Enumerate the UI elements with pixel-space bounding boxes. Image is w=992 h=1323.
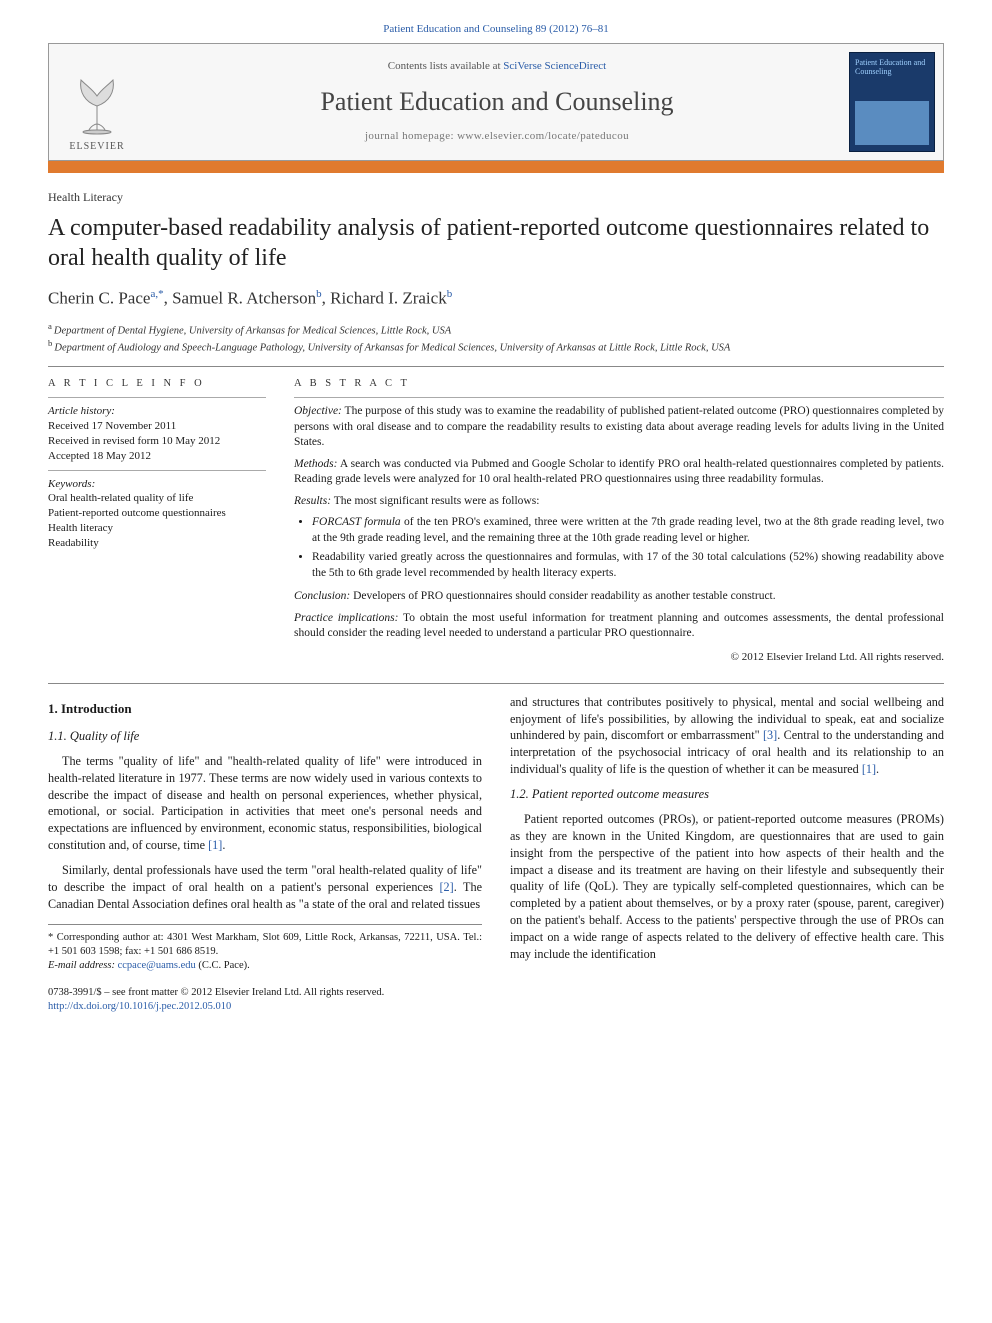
heading-quality-of-life: 1.1. Quality of life	[48, 728, 482, 745]
journal-homepage: journal homepage: www.elsevier.com/locat…	[365, 129, 629, 144]
contents-prefix: Contents lists available at	[388, 60, 503, 72]
abstract-bullet-2: Readability varied greatly across the qu…	[312, 550, 944, 581]
rule-mid	[48, 683, 944, 684]
intro-para-3: and structures that contributes positive…	[510, 694, 944, 778]
p1-text: The terms "quality of life" and "health-…	[48, 754, 482, 852]
corr-label: * Corresponding author at:	[48, 932, 167, 943]
p3c: .	[876, 762, 879, 776]
front-matter-line: 0738-3991/$ – see front matter © 2012 El…	[48, 986, 944, 1000]
abstract-results-intro: Results: The most significant results we…	[294, 494, 944, 510]
history-lines: Received 17 November 2011 Received in re…	[48, 419, 266, 464]
rule-top	[48, 366, 944, 367]
abstract-objective: Objective: The purpose of this study was…	[294, 404, 944, 451]
corresponding-line: * Corresponding author at: 4301 West Mar…	[48, 931, 482, 958]
article-title: A computer-based readability analysis of…	[48, 213, 944, 273]
conclusion-text: Developers of PRO questionnaires should …	[350, 590, 775, 602]
keywords-list: Oral health-related quality of life Pati…	[48, 491, 266, 550]
article-info-column: A R T I C L E I N F O Article history: R…	[48, 377, 266, 665]
intro-para-2: Similarly, dental professionals have use…	[48, 862, 482, 912]
objective-label: Objective:	[294, 405, 342, 417]
email-label: E-mail address:	[48, 960, 118, 971]
keyword-4: Readability	[48, 536, 266, 551]
accent-bar	[48, 161, 944, 173]
results-intro-text: The most significant results were as fol…	[331, 495, 539, 507]
abstract-column: A B S T R A C T Objective: The purpose o…	[294, 377, 944, 665]
affiliation-b: bDepartment of Audiology and Speech-Lang…	[48, 338, 944, 356]
contents-available-line: Contents lists available at SciVerse Sci…	[388, 59, 606, 74]
publisher-logo-block: ELSEVIER	[49, 44, 145, 160]
practice-label: Practice implications:	[294, 612, 398, 624]
results-label: Results:	[294, 495, 331, 507]
running-citation: Patient Education and Counseling 89 (201…	[48, 22, 944, 37]
abstract-rule	[294, 397, 944, 398]
ref-link-2[interactable]: [2]	[440, 880, 454, 894]
info-rule-1	[48, 397, 266, 398]
affil-text-b: Department of Audiology and Speech-Langu…	[54, 343, 730, 354]
history-accepted: Accepted 18 May 2012	[48, 449, 266, 464]
info-abstract-row: A R T I C L E I N F O Article history: R…	[48, 377, 944, 665]
keyword-2: Patient-reported outcome questionnaires	[48, 506, 266, 521]
author-2: , Samuel R. Atcherson	[164, 289, 317, 308]
elsevier-tree-icon	[63, 70, 131, 138]
article-body: 1. Introduction 1.1. Quality of life The…	[48, 694, 944, 973]
journal-title: Patient Education and Counseling	[320, 84, 673, 119]
history-label: Article history:	[48, 404, 266, 419]
abstract-methods: Methods: A search was conducted via Pubm…	[294, 457, 944, 488]
p2a: Similarly, dental professionals have use…	[48, 863, 482, 894]
ref-link-3[interactable]: [3]	[763, 728, 777, 742]
affil-sup-b: b	[48, 338, 52, 348]
abstract-practice: Practice implications: To obtain the mos…	[294, 611, 944, 642]
author-3: , Richard I. Zraick	[322, 289, 447, 308]
journal-cover-thumbnail: Patient Education and Counseling	[849, 52, 935, 152]
corresponding-footnote: * Corresponding author at: 4301 West Mar…	[48, 924, 482, 972]
info-rule-2	[48, 470, 266, 471]
ref-link-1b[interactable]: [1]	[862, 762, 876, 776]
article-section-tag: Health Literacy	[48, 189, 944, 205]
abstract-bullets: FORCAST formula of the ten PRO's examine…	[312, 515, 944, 581]
author-3-affil-sup: b	[447, 288, 453, 300]
author-1-affil-sup: a,	[150, 288, 158, 300]
masthead-center: Contents lists available at SciVerse Sci…	[145, 44, 849, 160]
objective-text: The purpose of this study was to examine…	[294, 405, 944, 448]
email-tail: (C.C. Pace).	[196, 960, 250, 971]
methods-label: Methods:	[294, 458, 337, 470]
email-line: E-mail address: ccpace@uams.edu (C.C. Pa…	[48, 959, 482, 973]
abstract-copyright: © 2012 Elsevier Ireland Ltd. All rights …	[294, 650, 944, 665]
keyword-3: Health literacy	[48, 521, 266, 536]
pro-para-1: Patient reported outcomes (PROs), or pat…	[510, 811, 944, 962]
intro-para-1: The terms "quality of life" and "health-…	[48, 753, 482, 854]
masthead: ELSEVIER Contents lists available at Sci…	[48, 43, 944, 161]
abstract-bullet-1: FORCAST formula of the ten PRO's examine…	[312, 515, 944, 546]
keyword-1: Oral health-related quality of life	[48, 491, 266, 506]
affil-text-a: Department of Dental Hygiene, University…	[54, 325, 451, 336]
doi-link[interactable]: http://dx.doi.org/10.1016/j.pec.2012.05.…	[48, 1001, 231, 1012]
publisher-name: ELSEVIER	[69, 140, 124, 154]
heading-introduction: 1. Introduction	[48, 700, 482, 718]
footer-meta: 0738-3991/$ – see front matter © 2012 El…	[48, 986, 944, 1013]
conclusion-label: Conclusion:	[294, 590, 350, 602]
corresponding-email[interactable]: ccpace@uams.edu	[118, 960, 196, 971]
keywords-label: Keywords:	[48, 477, 266, 492]
sciencedirect-link[interactable]: SciVerse ScienceDirect	[503, 60, 606, 72]
history-received: Received 17 November 2011	[48, 419, 266, 434]
cover-thumb-art	[855, 101, 929, 145]
author-list: Cherin C. Pacea,*, Samuel R. Atchersonb,…	[48, 287, 944, 311]
affiliation-a: aDepartment of Dental Hygiene, Universit…	[48, 321, 944, 339]
author-1: Cherin C. Pace	[48, 289, 150, 308]
heading-pro-measures: 1.2. Patient reported outcome measures	[510, 786, 944, 803]
history-revised: Received in revised form 10 May 2012	[48, 434, 266, 449]
abstract-conclusion: Conclusion: Developers of PRO questionna…	[294, 589, 944, 605]
ref-link-1[interactable]: [1]	[208, 838, 222, 852]
cover-thumb-title: Patient Education and Counseling	[855, 59, 929, 77]
abstract-head: A B S T R A C T	[294, 377, 944, 391]
article-info-head: A R T I C L E I N F O	[48, 377, 266, 391]
methods-text: A search was conducted via Pubmed and Go…	[294, 458, 944, 486]
affil-sup-a: a	[48, 321, 52, 331]
affiliations: aDepartment of Dental Hygiene, Universit…	[48, 321, 944, 356]
p1-tail: .	[222, 838, 225, 852]
